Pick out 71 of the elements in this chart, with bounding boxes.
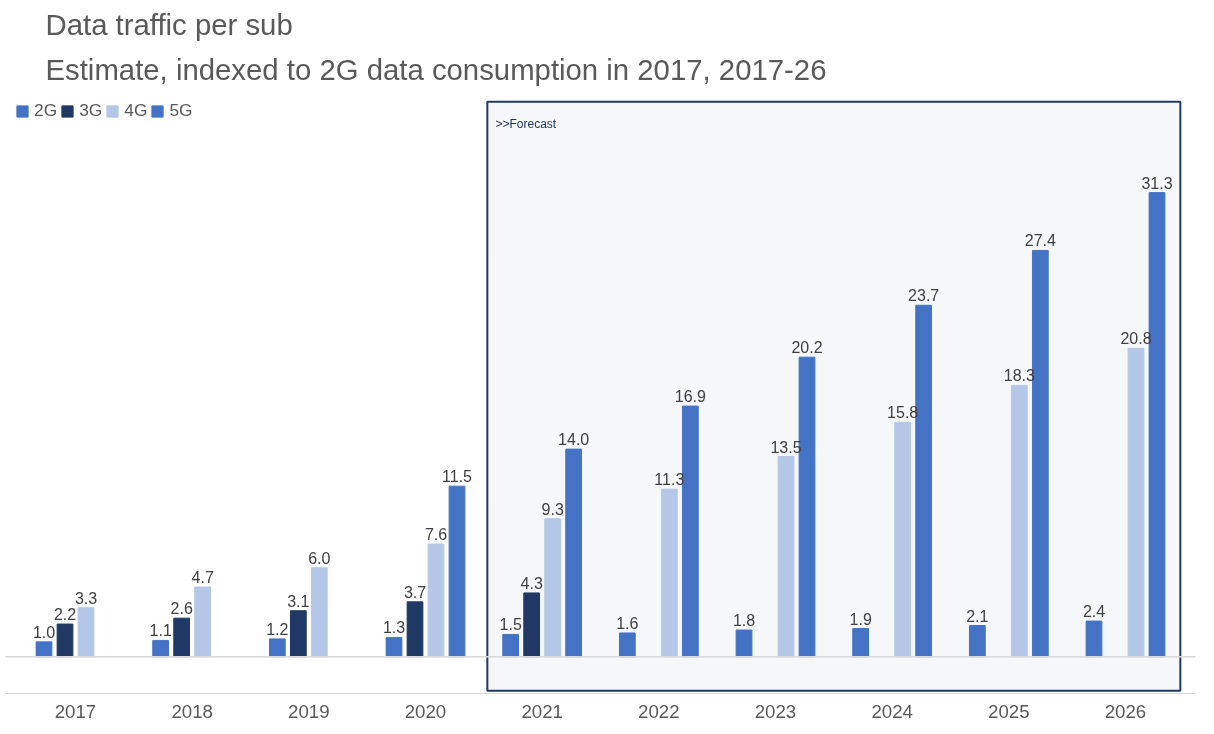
x-tick-label: 2017: [54, 700, 97, 722]
data-label: 1.8: [732, 612, 756, 630]
data-label: 1.2: [266, 620, 289, 638]
bar: [35, 641, 53, 658]
data-label: 2.1: [966, 607, 989, 625]
bar: [968, 625, 986, 658]
bar: [194, 586, 212, 658]
x-tick-label: 2024: [871, 700, 913, 722]
bar: [152, 639, 170, 658]
data-label: 1.3: [382, 619, 406, 637]
data-label: 1.5: [499, 616, 522, 634]
data-label: 2.2: [53, 606, 77, 624]
data-label: 9.3: [541, 500, 564, 518]
bar: [544, 518, 562, 658]
data-label: 14.0: [558, 431, 590, 449]
bar: [289, 610, 307, 658]
data-label: 4.7: [191, 569, 214, 587]
data-label: 6.0: [308, 549, 331, 567]
data-label: 3.3: [74, 589, 98, 607]
bar: [1127, 347, 1145, 658]
bar: [894, 421, 912, 658]
data-label: 31.3: [1141, 174, 1173, 192]
data-label: 1.0: [32, 623, 56, 641]
x-tick-label: 2022: [638, 700, 680, 722]
data-label: 2.4: [1082, 603, 1106, 621]
data-label: 2.6: [170, 600, 193, 618]
bar: [1010, 384, 1028, 658]
legend-label: 4G: [124, 100, 148, 121]
x-tick-label: 2018: [171, 700, 213, 722]
chart-subtitle: Estimate, indexed to 2G data consumption in 2017, 2017-26: [45, 52, 827, 86]
data-label: 1.6: [616, 614, 639, 632]
legend-label: 2G: [34, 100, 58, 121]
bar: [618, 632, 636, 658]
bar: [173, 617, 191, 658]
bar: [56, 623, 74, 658]
bar: [448, 485, 466, 658]
bar: [406, 601, 424, 658]
bar: [777, 456, 795, 658]
data-label: 16.9: [674, 388, 707, 406]
bar: [1085, 620, 1103, 658]
bar: [385, 636, 403, 658]
bar: [735, 629, 753, 658]
bar: [268, 638, 286, 658]
data-label: 3.7: [403, 583, 427, 601]
bar: [660, 488, 678, 658]
legend-label: 3G: [79, 100, 103, 121]
chart-title: Data traffic per sub: [45, 7, 293, 41]
bar: [565, 448, 583, 658]
data-label: 1.9: [849, 610, 872, 628]
bar: [310, 567, 328, 658]
legend-label: 5G: [169, 100, 193, 121]
band-label: >>Forecast: [495, 117, 557, 132]
x-tick-label: 2021: [521, 700, 563, 722]
x-tick-label: 2023: [754, 700, 797, 722]
data-label: 27.4: [1024, 232, 1057, 250]
data-label: 1.1: [149, 622, 172, 640]
bar: [502, 633, 520, 658]
bar: [852, 628, 870, 658]
x-tick-label: 2025: [988, 700, 1030, 722]
x-tick-label: 2026: [1104, 700, 1147, 722]
bar: [427, 543, 445, 658]
bar: [523, 592, 541, 658]
data-label: 3.1: [287, 592, 310, 610]
data-label: 11.5: [442, 468, 473, 486]
x-tick-label: 2020: [404, 700, 447, 722]
data-label: 4.3: [520, 574, 543, 592]
data-label: 7.6: [424, 526, 448, 544]
bar: [77, 607, 95, 658]
x-tick-label: 2019: [288, 700, 330, 722]
data-label: 23.7: [908, 287, 940, 305]
data-label: 20.2: [791, 339, 823, 357]
